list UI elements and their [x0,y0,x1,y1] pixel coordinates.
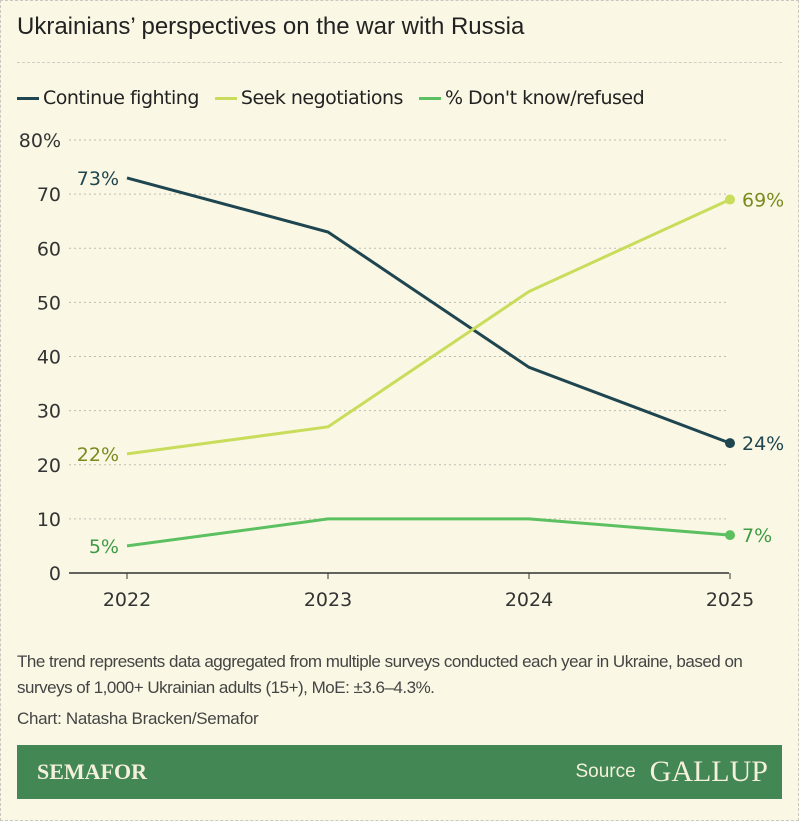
footer-bar: SEMAFOR Source GALLUP [17,745,782,799]
series-line [126,198,731,456]
x-tick-label: 2022 [103,589,151,611]
y-tick-label: 80% [19,130,61,152]
x-tick-label: 2024 [505,589,553,611]
legend-item-seek-negotiations: Seek negotiations [214,87,404,109]
legend: Continue fighting Seek negotiations % Do… [17,87,645,109]
legend-item-dont-know: % Don't know/refused [418,87,645,109]
x-tick-label: 2025 [706,589,754,611]
chart-note: The trend represents data aggregated fro… [17,652,743,697]
legend-swatch [214,96,237,100]
series-line [126,176,731,445]
series-end-point [725,194,735,205]
legend-label: % Don't know/refused [444,87,645,109]
chart-footer-area: The trend represents data aggregated fro… [17,649,782,799]
chart-credit: Chart: Natasha Bracken/Semafor [17,709,259,728]
legend-label: Continue fighting [43,87,199,109]
y-tick-label: 20 [37,455,61,477]
y-tick-label: 60 [37,238,61,260]
series-end-label: 69% [742,190,784,212]
divider [17,62,782,63]
y-tick-label: 70 [37,184,61,206]
gallup-logo: GALLUP [649,755,768,788]
legend-swatch [17,96,39,100]
line-chart: 0 10 20 30 40 50 60 70 80% 2022 2023 2024 2025 73% 24%… [19,130,784,611]
series-end-label: 7% [742,525,772,547]
y-tick-label: 40 [37,347,61,369]
chart-title: Ukrainians’ perspectives on the war with… [17,13,525,40]
legend-label: Seek negotiations [240,87,404,109]
source-label: Source [575,761,636,782]
y-tick-label: 30 [37,401,61,423]
series-line [126,517,731,548]
y-tick-label: 0 [49,563,61,585]
series-start-label: 73% [77,168,119,190]
y-tick-label: 10 [37,509,61,531]
y-tick-label: 50 [37,292,61,314]
series-start-label: 5% [89,536,119,558]
legend-swatch [418,96,441,100]
x-tick-label: 2023 [304,589,352,611]
series-end-point [725,438,735,449]
semafor-logo: SEMAFOR [37,759,147,784]
series-end-point [725,530,735,541]
series-end-label: 24% [742,433,784,455]
series-start-label: 22% [77,444,119,466]
legend-item-continue-fighting: Continue fighting [17,87,199,109]
